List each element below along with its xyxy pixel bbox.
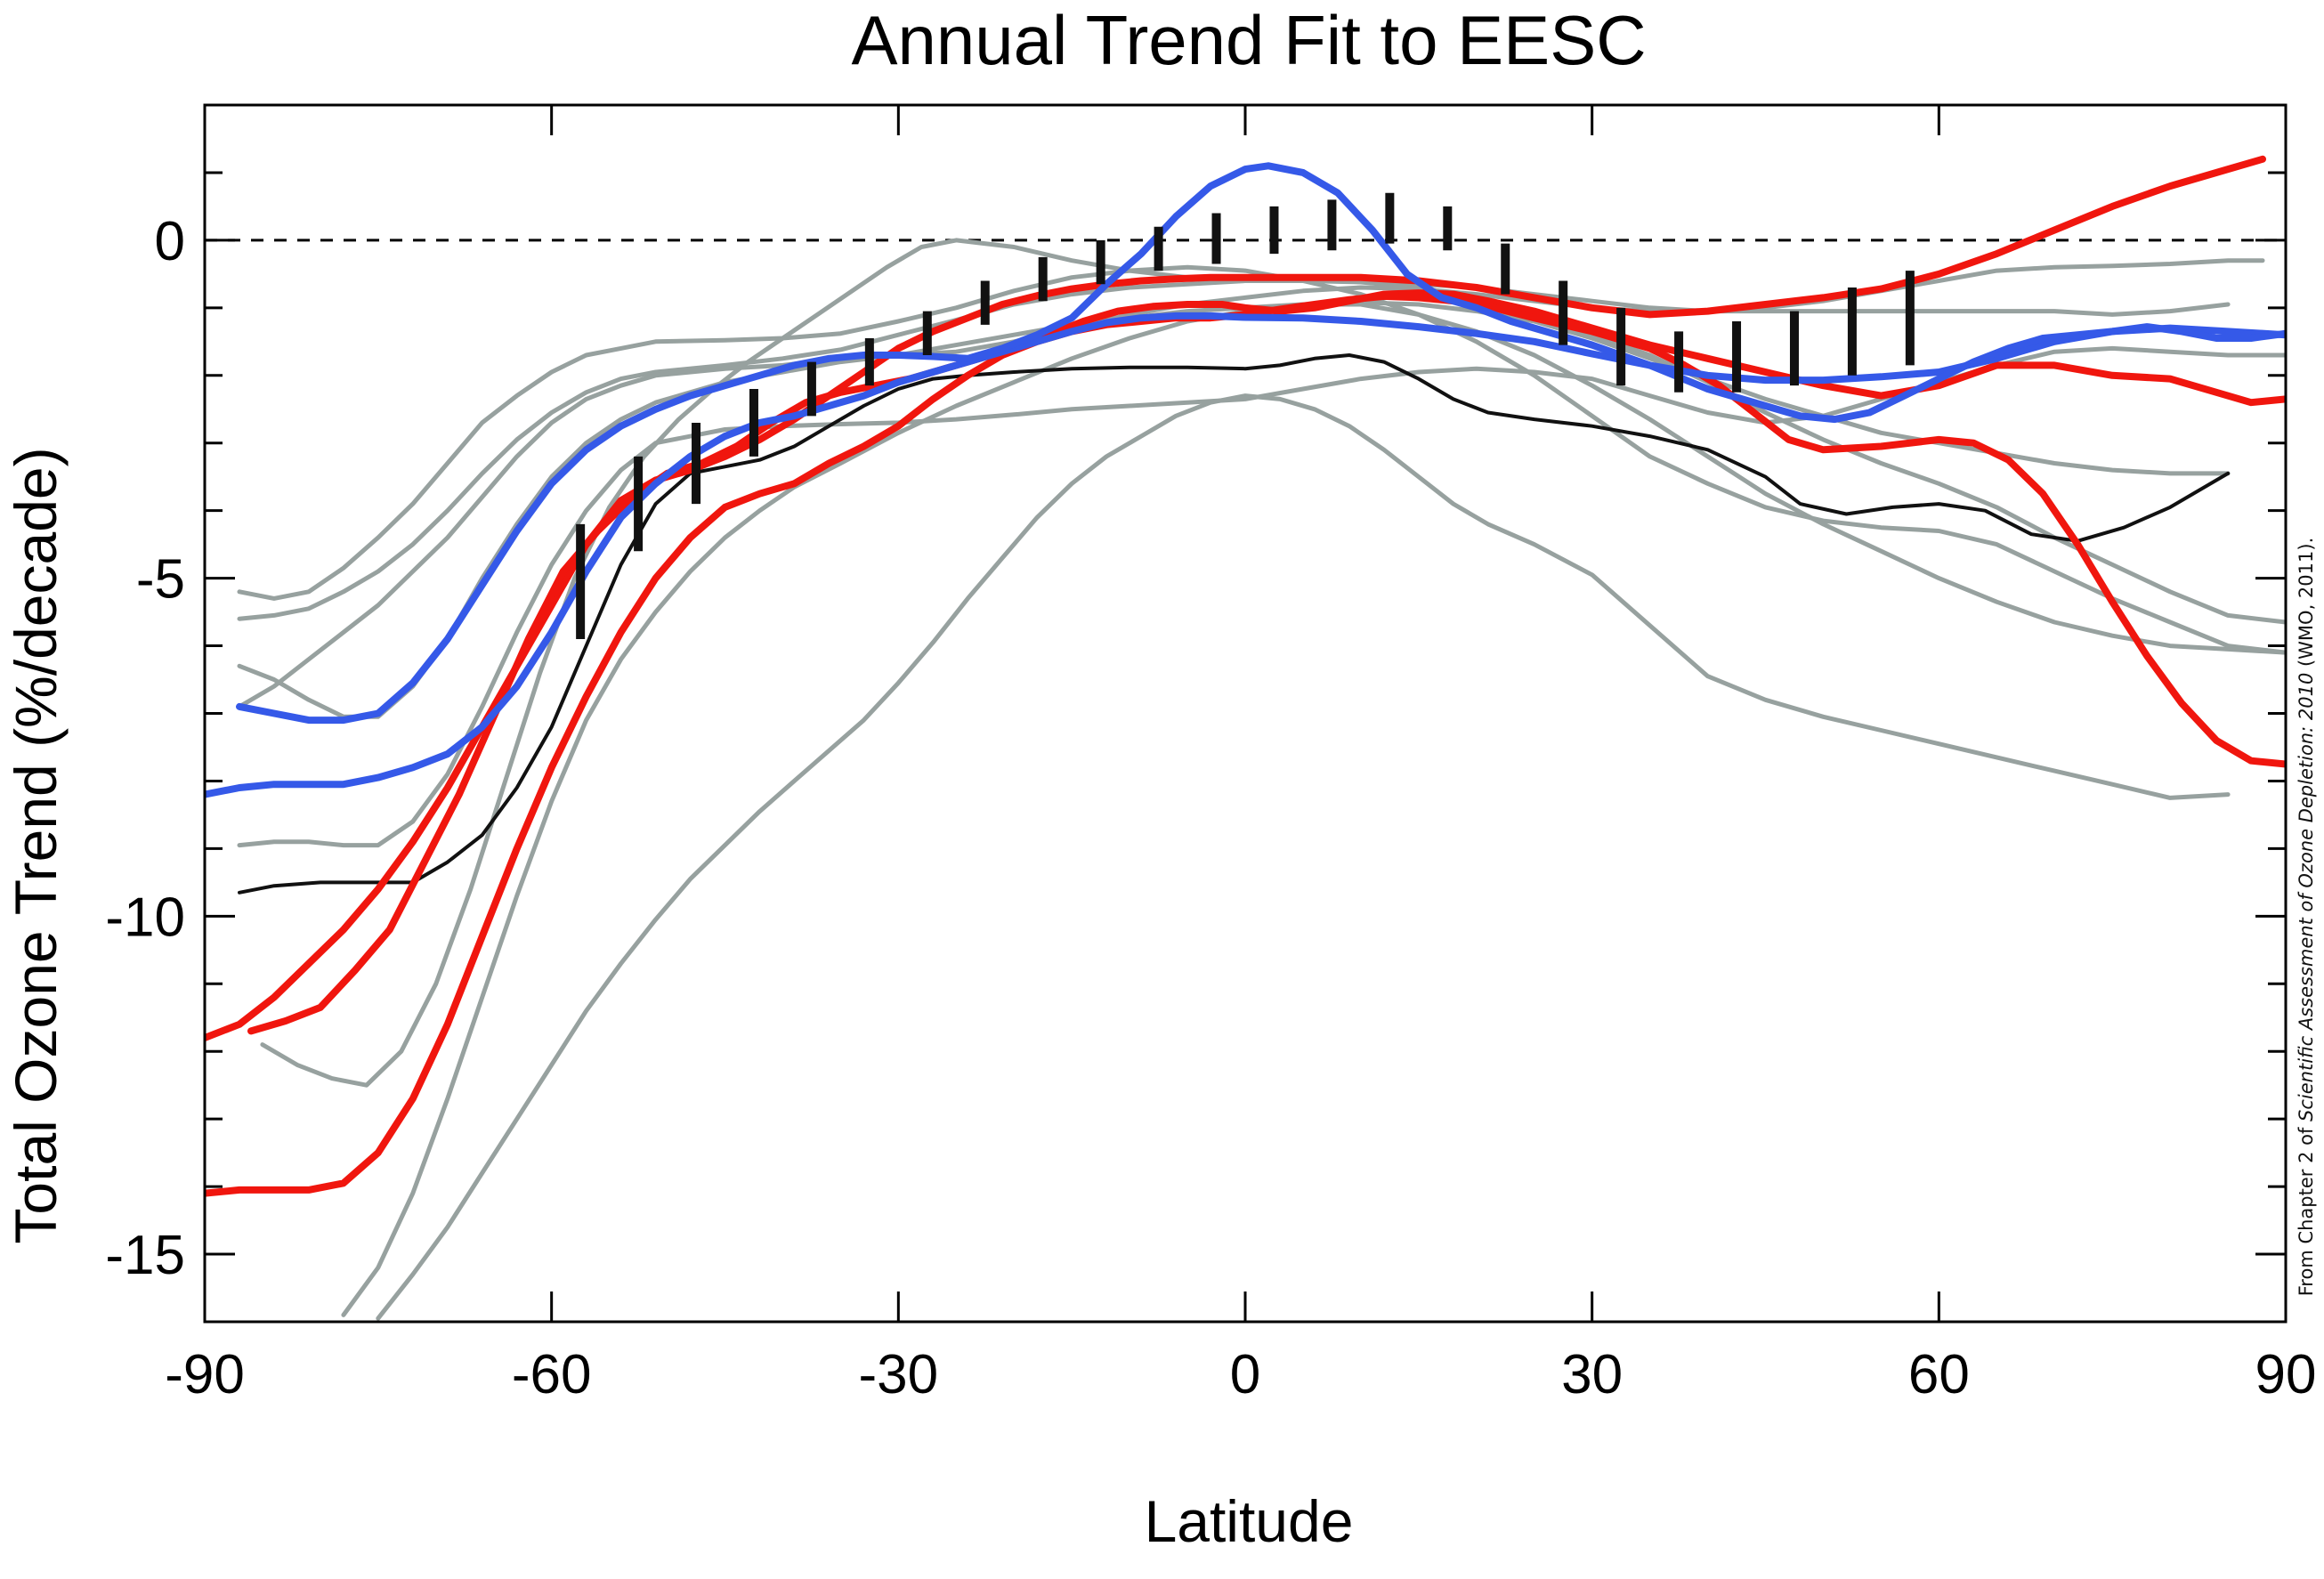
credit-report-title: Scientific Assessment of Ozone Depletion… [2296,673,2317,1121]
x-tick-label: 0 [1230,1344,1260,1405]
credit-prefix: From Chapter 2 of [2296,1121,2317,1296]
series-line-2 [237,279,2286,625]
credit-suffix: (WMO, 2011). [2296,538,2317,673]
x-tick-label: 30 [1561,1344,1623,1405]
series-line-7 [341,302,2286,1317]
y-tick-label: -15 [105,1225,185,1286]
x-tick-label: 60 [1908,1344,1970,1405]
source-credit: From Chapter 2 of Scientific Assessment … [2296,538,2317,1297]
series-line-13 [205,312,2286,798]
x-tick-label: 90 [2255,1344,2317,1405]
y-axis-label: Total Ozone Trend (%/decade) [3,447,69,1243]
x-tick-label: -90 [165,1344,245,1405]
y-tick-label: -5 [136,549,185,611]
series-line-9 [238,353,2231,895]
series-line-8 [376,393,2231,1321]
series-line-6 [260,238,2231,1088]
series-line-14 [236,162,2286,725]
plot-frame [203,103,2288,1324]
series-line-11 [247,289,2286,1035]
data-series [205,155,2286,1321]
x-axis-label: Latitude [1145,1488,1354,1554]
x-tick-label: -30 [859,1344,939,1405]
x-tick-label: -60 [512,1344,592,1405]
plot-area: -15 -10 -5 0 -90 -60 -30 0 30 60 90 [105,103,2317,1405]
y-tick-label: -10 [105,887,185,948]
chart-title: Annual Trend Fit to EESC [851,1,1646,79]
y-tick-label: 0 [155,211,185,272]
